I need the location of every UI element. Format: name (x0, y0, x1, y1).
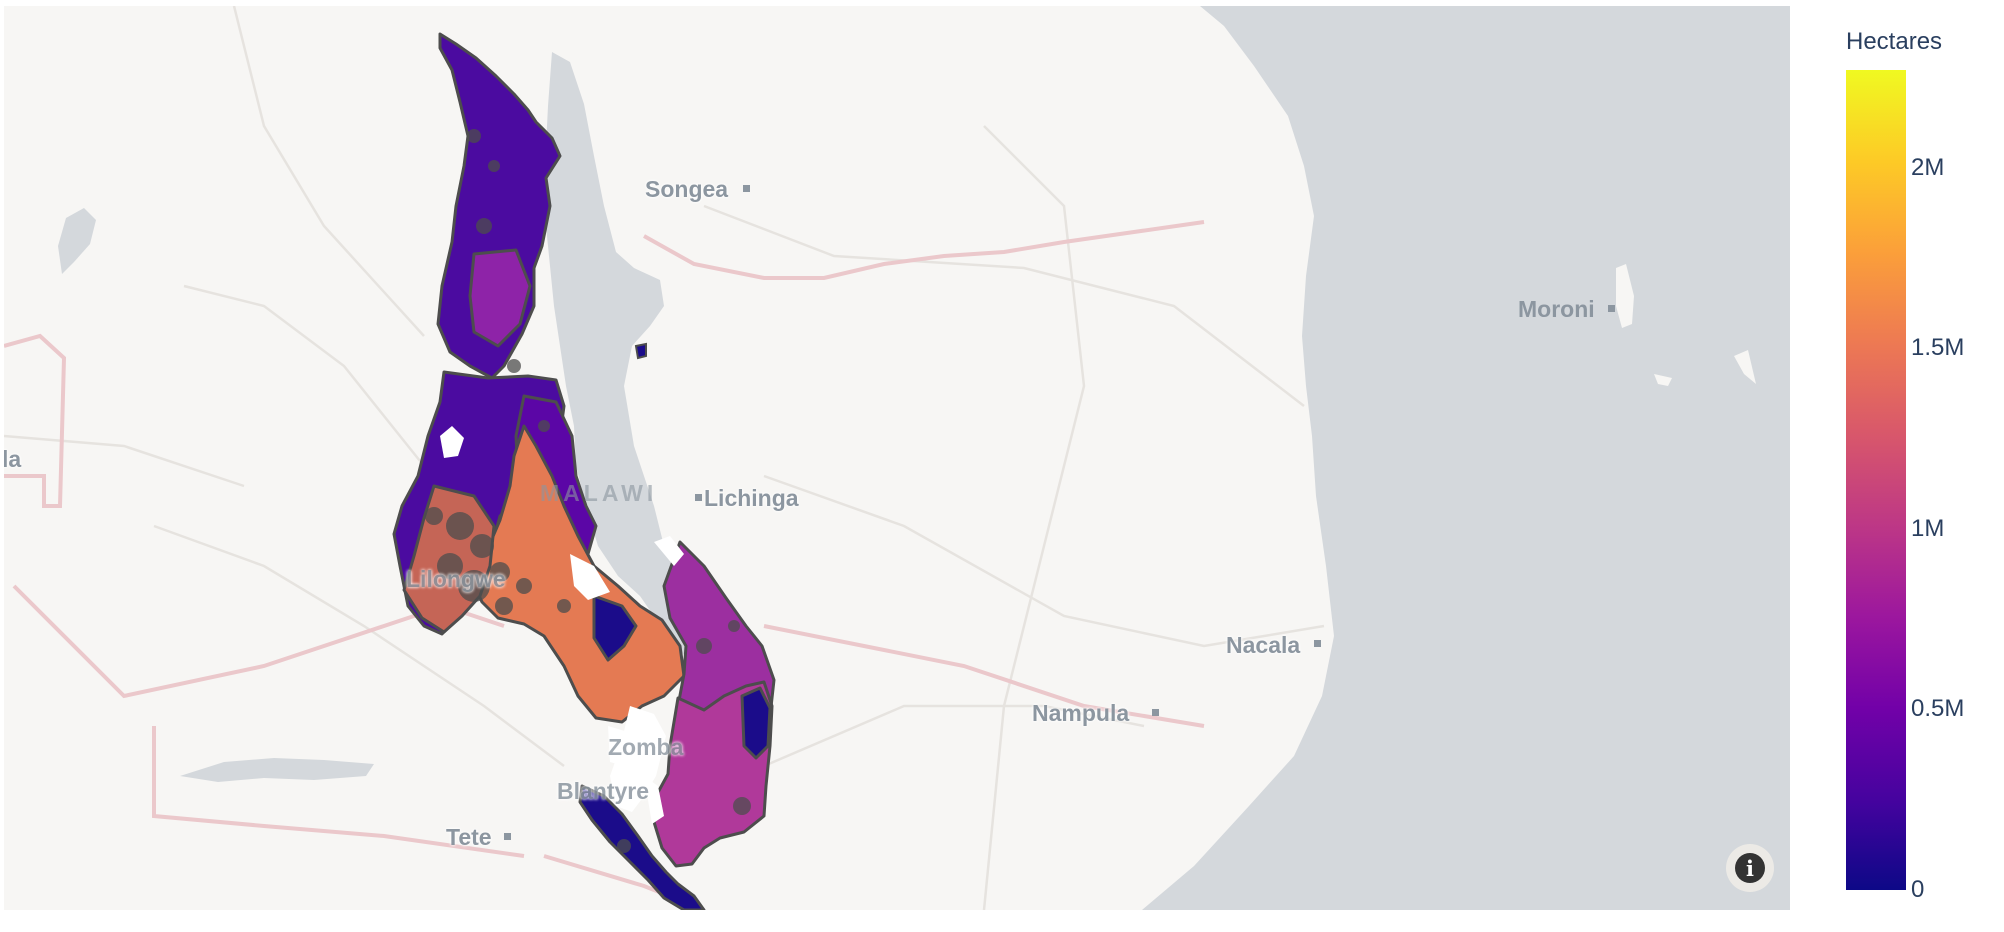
colorbar-tick-label: 0 (1911, 876, 1925, 903)
place-label-zomba: Zomba (608, 734, 684, 760)
colorbar-title: Hectares (1846, 28, 1943, 55)
colorbar-tick-label: 1.5M (1911, 334, 1965, 362)
place-label-malawi: MALAWI (540, 480, 658, 506)
place-label-lichinga: Lichinga (704, 485, 799, 511)
place-label-songea: Songea (645, 176, 729, 202)
map-panel[interactable]: Songea Moroni Lichinga Nacala Nampula Te… (4, 6, 1790, 910)
colorbar-tick-label: 0.5M (1911, 695, 1965, 723)
missing-data-areas (440, 426, 684, 824)
indian-ocean (1142, 6, 1790, 910)
city-marker-lichinga (695, 494, 702, 501)
colorbar (1846, 70, 1906, 890)
place-label-tete: Tete (446, 824, 492, 850)
place-label-blantyre: Blantyre (557, 778, 650, 804)
city-marker-songea (743, 185, 750, 192)
region-texture (425, 129, 751, 853)
lake-malawi (544, 52, 704, 666)
city-marker-nampula (1152, 709, 1159, 716)
colorbar-tick-label: 1M (1911, 514, 1945, 542)
place-label-moroni: Moroni (1518, 296, 1595, 322)
island-likoma (634, 342, 647, 360)
city-marker-moroni (1608, 305, 1615, 312)
colorbar-tick-label: 2M (1911, 153, 1945, 181)
comoros-island (1654, 374, 1672, 386)
region-north-inner (468, 248, 532, 348)
map-attribution-button[interactable]: i (1726, 844, 1774, 892)
place-label-zambia-fragment: la (4, 446, 22, 472)
region-south-west (578, 784, 706, 910)
info-icon: i (1735, 853, 1765, 883)
place-label-nampula: Nampula (1032, 700, 1130, 726)
city-marker-nacala (1314, 640, 1321, 647)
comoros-island (1734, 350, 1756, 384)
place-label-lilongwe: Lilongwe (406, 566, 506, 592)
roads (4, 6, 1325, 910)
region-central-blue (592, 594, 638, 662)
city-marker-tete (504, 833, 511, 840)
map-canvas[interactable] (4, 6, 1790, 910)
lake-kariba (180, 758, 374, 782)
comoros-island (1616, 264, 1634, 328)
place-label-nacala: Nacala (1226, 632, 1301, 658)
small-lake (58, 208, 96, 274)
region-south-east-blue (740, 686, 772, 760)
